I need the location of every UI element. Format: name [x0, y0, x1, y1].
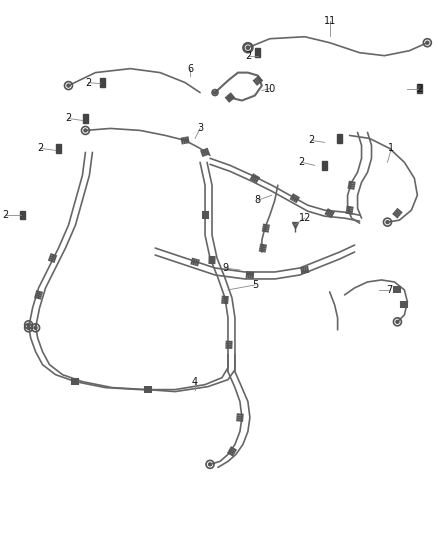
Text: 7: 7 — [386, 285, 392, 295]
Text: 2: 2 — [65, 114, 71, 124]
Circle shape — [67, 84, 70, 87]
Text: 12: 12 — [299, 213, 311, 223]
Bar — [417, 84, 422, 93]
Circle shape — [213, 91, 216, 94]
Text: 3: 3 — [197, 124, 203, 133]
Text: 2: 2 — [3, 210, 9, 220]
Circle shape — [27, 324, 30, 326]
Text: 2: 2 — [416, 84, 423, 94]
Text: 2: 2 — [309, 135, 315, 146]
Circle shape — [426, 41, 429, 44]
Text: 1: 1 — [389, 143, 395, 154]
Text: 2: 2 — [245, 51, 251, 61]
Text: 6: 6 — [187, 63, 193, 74]
Text: 11: 11 — [324, 16, 336, 26]
Bar — [337, 134, 342, 143]
Circle shape — [247, 46, 249, 49]
Bar — [322, 161, 327, 169]
Text: 9: 9 — [222, 263, 228, 273]
Circle shape — [27, 326, 30, 329]
Text: 4: 4 — [192, 377, 198, 386]
Circle shape — [229, 96, 231, 99]
Circle shape — [396, 320, 399, 324]
Text: 8: 8 — [255, 195, 261, 205]
Text: 2: 2 — [37, 143, 44, 154]
Text: 2: 2 — [299, 157, 305, 167]
Bar — [20, 211, 25, 220]
Bar — [56, 144, 61, 152]
Bar — [255, 49, 260, 57]
Text: 5: 5 — [252, 280, 258, 290]
Circle shape — [34, 326, 37, 329]
Circle shape — [247, 46, 249, 49]
Circle shape — [386, 221, 389, 224]
Bar — [100, 78, 105, 87]
Text: 10: 10 — [264, 84, 276, 94]
Bar — [83, 114, 88, 123]
Circle shape — [84, 129, 87, 132]
Text: 2: 2 — [85, 78, 92, 87]
Circle shape — [208, 463, 212, 466]
